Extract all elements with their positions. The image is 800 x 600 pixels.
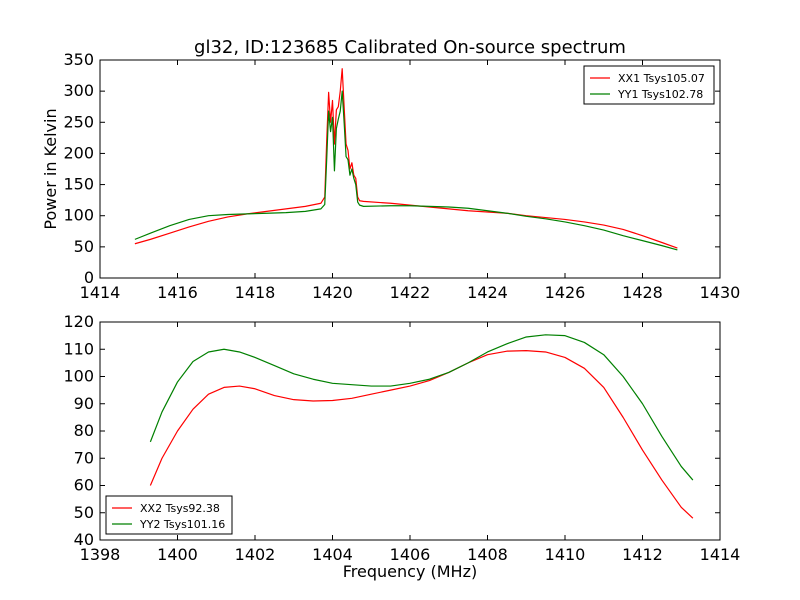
y-tick-label: 100 bbox=[63, 367, 94, 386]
y-tick-label: 200 bbox=[63, 143, 94, 162]
x-tick-label: 1398 bbox=[80, 545, 121, 564]
legend-label: XX2 Tsys92.38 bbox=[140, 502, 220, 515]
y-tick-label: 70 bbox=[74, 448, 94, 467]
x-tick-label: 1430 bbox=[700, 283, 741, 302]
y-tick-label: 90 bbox=[74, 394, 94, 413]
x-tick-label: 1416 bbox=[157, 283, 198, 302]
x-tick-label: 1414 bbox=[700, 545, 741, 564]
legend-box bbox=[105, 495, 233, 535]
legend-label: YY2 Tsys101.16 bbox=[139, 518, 225, 531]
bottom-panel: 1398 1400 1402 1404 1406 1408 1410 1412 1414 40 50… bbox=[63, 312, 740, 564]
y-tick-label: 120 bbox=[63, 312, 94, 331]
x-tick-label: 1424 bbox=[467, 283, 508, 302]
x-tick-label: 1402 bbox=[235, 545, 276, 564]
y-tick-label: 50 bbox=[74, 503, 94, 522]
legend: XX1 Tsys105.07 YY1 Tsys102.78 bbox=[583, 65, 715, 105]
series-line-yy2 bbox=[149, 334, 694, 481]
y-tick-label: 350 bbox=[63, 50, 94, 69]
y-tick-label: 80 bbox=[74, 421, 94, 440]
y-tick-label: 60 bbox=[74, 476, 94, 495]
x-tick-label: 1422 bbox=[390, 283, 431, 302]
x-tick-label: 1404 bbox=[312, 545, 353, 564]
series-line-xx1 bbox=[134, 68, 678, 249]
y-axis-label: Power in Kelvin bbox=[41, 108, 60, 229]
y-tick-label: 0 bbox=[84, 268, 94, 287]
y-tick-label: 300 bbox=[63, 81, 94, 100]
y-tick-label: 100 bbox=[63, 206, 94, 225]
x-tick-label: 1406 bbox=[390, 545, 431, 564]
legend-box bbox=[583, 65, 715, 105]
y-tick-label: 50 bbox=[74, 237, 94, 256]
y-tick-label: 110 bbox=[63, 339, 94, 358]
x-tick-label: 1428 bbox=[622, 283, 663, 302]
y-tick-label: 250 bbox=[63, 112, 94, 131]
x-axis-label: Frequency (MHz) bbox=[343, 562, 477, 581]
y-tick-label: 40 bbox=[74, 530, 94, 549]
x-tick-label: 1408 bbox=[467, 545, 508, 564]
legend: XX2 Tsys92.38 YY2 Tsys101.16 bbox=[105, 495, 233, 535]
x-tick-label: 1426 bbox=[545, 283, 586, 302]
x-tick-label: 1414 bbox=[80, 283, 121, 302]
top-panel: 1414 1416 1418 1420 1422 1424 1426 1428 1430 0 50 1… bbox=[63, 50, 740, 302]
x-tick-label: 1418 bbox=[235, 283, 276, 302]
legend-label: YY1 Tsys102.78 bbox=[617, 88, 703, 101]
x-tick-label: 1420 bbox=[312, 283, 353, 302]
x-tick-label: 1410 bbox=[545, 545, 586, 564]
chart-title: gl32, ID:123685 Calibrated On-source spe… bbox=[194, 37, 626, 58]
x-tick-label: 1400 bbox=[157, 545, 198, 564]
series-line-yy1 bbox=[134, 90, 678, 251]
series-line-xx2 bbox=[149, 350, 694, 519]
y-tick-label: 150 bbox=[63, 175, 94, 194]
legend-label: XX1 Tsys105.07 bbox=[618, 72, 705, 85]
x-tick-label: 1412 bbox=[622, 545, 663, 564]
